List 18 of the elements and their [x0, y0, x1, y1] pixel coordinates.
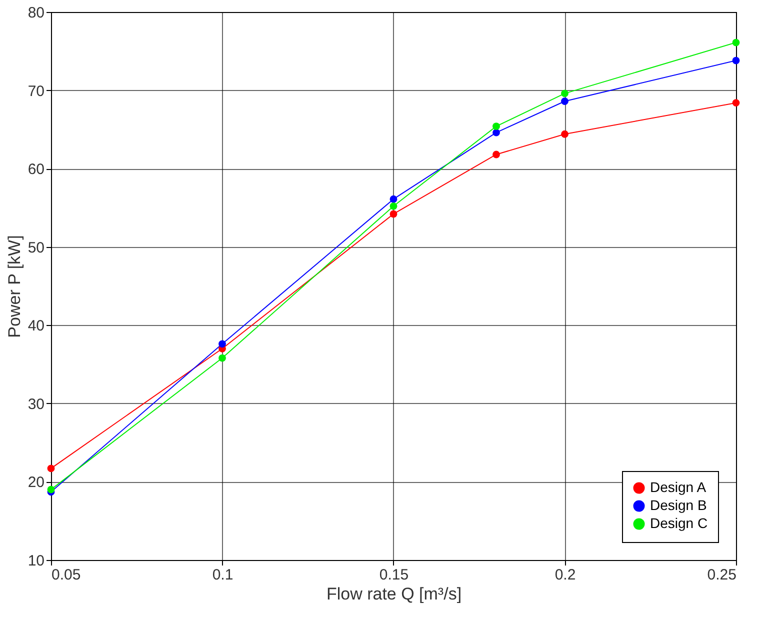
x-tick-label: 0.1 — [212, 566, 234, 584]
y-tick-label: 30 — [28, 396, 44, 413]
x-tick-label: 0.05 — [52, 566, 81, 584]
x-tick-label: 0.15 — [379, 566, 409, 584]
legend-label: Design C — [650, 515, 708, 531]
y-tick-label: 60 — [28, 161, 44, 178]
y-tick-label: 10 — [28, 552, 44, 570]
y-tick-label: 70 — [28, 82, 44, 100]
y-tick-label: 40 — [28, 318, 44, 335]
legend-label: Design A — [650, 479, 707, 495]
x-axis-title: Flow rate Q [m³/s] — [326, 584, 462, 604]
x-tick-label: 0.25 — [707, 566, 736, 584]
y-tick-label: 80 — [28, 4, 44, 22]
y-tick-label: 20 — [28, 474, 44, 492]
legend-label: Design B — [650, 497, 707, 513]
x-tick-label: 0.2 — [554, 566, 576, 584]
y-axis-title: Power P [kW] — [4, 235, 24, 338]
y-tick-label: 50 — [28, 239, 44, 256]
